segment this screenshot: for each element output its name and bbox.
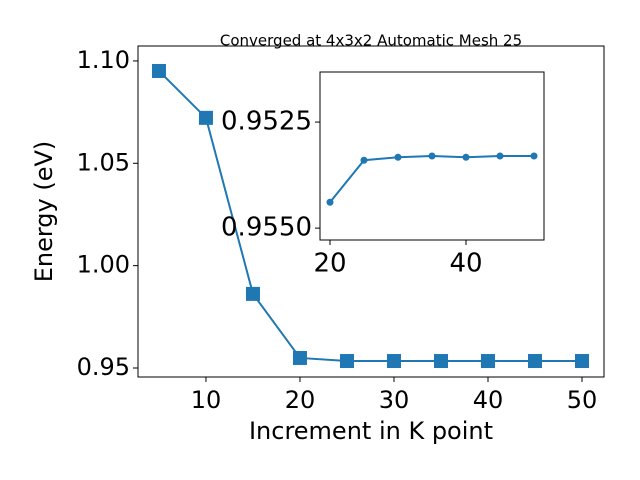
- marker: [198, 110, 213, 125]
- marker: [339, 354, 354, 369]
- marker: [394, 153, 402, 161]
- x-tick-label: 20: [313, 249, 346, 279]
- chart-title: Converged at 4x3x2 Automatic Mesh 25: [220, 32, 522, 50]
- marker: [292, 350, 307, 365]
- marker: [360, 156, 368, 164]
- y-tick-label: 0.9550: [221, 213, 312, 243]
- marker: [433, 354, 448, 369]
- x-tick-label: 50: [567, 386, 598, 414]
- x-tick-label: 40: [449, 249, 482, 279]
- marker: [530, 152, 538, 160]
- x-tick-label: 20: [285, 386, 316, 414]
- y-axis-label: Energy (eV): [30, 141, 58, 283]
- x-tick-label: 30: [379, 386, 410, 414]
- y-tick-label: 0.9525: [221, 107, 312, 137]
- x-axis-label: Increment in K point: [249, 417, 493, 445]
- y-tick-label: 1.00: [77, 251, 130, 279]
- marker: [151, 63, 166, 78]
- x-tick-label: 10: [191, 386, 222, 414]
- y-tick-label: 0.95: [77, 353, 130, 381]
- marker: [326, 198, 334, 206]
- marker: [386, 354, 401, 369]
- x-tick-label: 40: [473, 386, 504, 414]
- marker: [245, 286, 260, 301]
- marker: [527, 354, 542, 369]
- data-line: [158, 70, 583, 363]
- marker: [496, 152, 504, 160]
- marker: [428, 152, 436, 160]
- y-tick-label: 1.05: [77, 148, 130, 176]
- marker: [462, 153, 470, 161]
- y-tick-label: 1.10: [77, 46, 130, 74]
- marker: [480, 354, 495, 369]
- marker: [575, 354, 590, 369]
